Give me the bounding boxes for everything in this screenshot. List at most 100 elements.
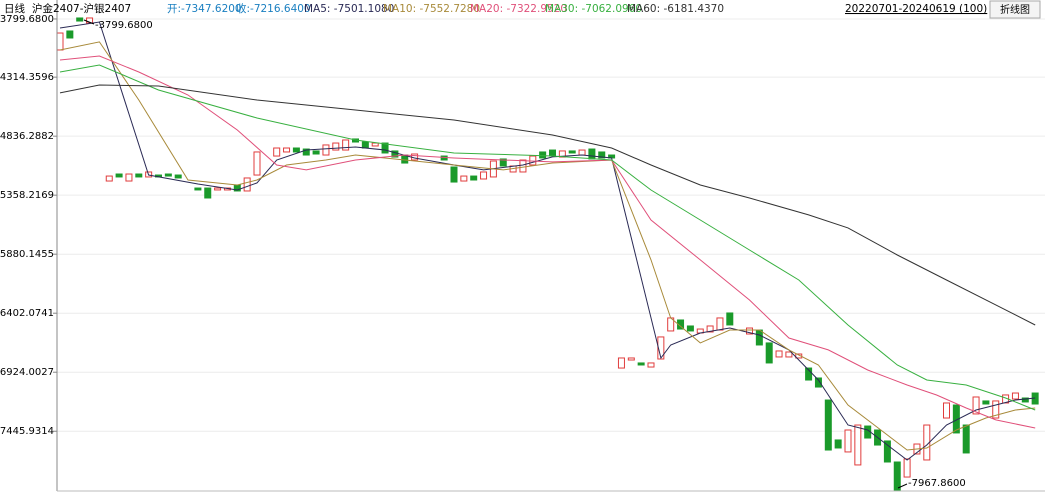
candle-down: [174, 174, 182, 179]
candle-down: [76, 17, 84, 22]
candle-down: [814, 377, 822, 388]
candle-down: [568, 150, 576, 154]
date-range[interactable]: 20220701-20240619 (100): [845, 3, 987, 15]
line-chart-button[interactable]: 折线图: [1000, 3, 1030, 16]
candle-up: [617, 357, 625, 369]
legend-entry: MA10: -7552.7280: [383, 3, 480, 15]
candle-down: [755, 329, 763, 346]
candle-down: [677, 319, 685, 330]
candle-up: [578, 149, 586, 156]
period: 日线: [4, 2, 25, 15]
y-tick-label: -4836.2882: [0, 131, 54, 142]
candle-down: [302, 148, 310, 156]
high-label: -3799.6800: [95, 20, 153, 31]
candle-up: [972, 396, 980, 415]
candle-down: [893, 461, 901, 491]
candle-up: [86, 17, 94, 24]
candle-up: [903, 458, 911, 478]
low-label: -7967.8600: [908, 478, 966, 489]
candle-down: [194, 187, 202, 191]
candle-up: [992, 400, 1000, 419]
candle-up: [943, 402, 950, 419]
close-info: 收:-7216.6400: [236, 2, 311, 15]
candle-down: [962, 424, 970, 454]
candle-up: [214, 187, 222, 191]
candle-up: [253, 151, 261, 176]
candle-down: [686, 325, 694, 332]
candle-down: [1021, 397, 1029, 403]
candle-up: [1011, 392, 1019, 400]
candle-up: [243, 177, 251, 192]
candle-down: [292, 147, 300, 153]
candle-up: [342, 139, 350, 151]
y-tick-label: -5358.2169: [0, 190, 54, 201]
candle-down: [312, 150, 320, 155]
candle-down: [726, 312, 734, 326]
candle-down: [204, 187, 212, 199]
ma-line: [59, 84, 1036, 326]
candle-down: [381, 142, 389, 154]
candle-up: [519, 159, 527, 173]
candle-up: [480, 171, 488, 180]
low-pointer: [897, 483, 908, 489]
ma-line: [59, 21, 1036, 461]
legend-entry: MA20: -7322.9520: [470, 3, 567, 15]
legend-entry: MA60: -6181.4370: [627, 3, 724, 15]
candle-up: [627, 357, 635, 361]
candle-up: [706, 325, 714, 333]
candle-up: [332, 142, 340, 151]
candle-up: [785, 351, 793, 358]
candle-down: [66, 30, 74, 39]
candle-up: [125, 173, 133, 182]
open-info: 开:-7347.6200: [167, 3, 242, 15]
candle-down: [588, 148, 596, 160]
high-pointer: [83, 19, 95, 25]
y-tick-label: -6924.0027: [0, 367, 54, 378]
candle-down: [361, 141, 369, 149]
y-tick-label: -3799.6800: [0, 14, 54, 25]
candle-down: [834, 439, 842, 449]
y-tick-label: -7445.9314: [0, 426, 54, 437]
candle-up: [322, 144, 330, 156]
candle-up: [775, 350, 783, 358]
candle-down: [982, 400, 990, 405]
candle-down: [470, 175, 478, 181]
candle-up: [105, 175, 113, 182]
candle-down: [450, 166, 458, 183]
ma-line: [59, 41, 1036, 451]
candle-up: [854, 424, 862, 466]
candle-up: [371, 142, 379, 147]
ma-line: [59, 55, 1036, 429]
candle-up: [56, 32, 64, 51]
candle-down: [164, 173, 172, 177]
candle-down: [135, 173, 143, 178]
legend-entry: MA30: -7062.0960: [545, 3, 642, 15]
candle-up: [460, 175, 468, 182]
candle-up: [657, 336, 665, 360]
candle-down: [824, 399, 832, 451]
symbol: 沪金2407-沪银2407: [32, 2, 131, 15]
candle-up: [647, 362, 655, 368]
candle-down: [883, 440, 891, 463]
candle-down: [765, 342, 773, 364]
candle-down: [391, 150, 399, 158]
button-frame[interactable]: [989, 0, 1041, 19]
candle-up: [746, 327, 753, 335]
legend-entry: MA5: -7501.1080: [304, 3, 394, 15]
candle-down: [115, 173, 123, 178]
y-tick-label: -6402.0741: [0, 308, 54, 319]
y-tick-label: -5880.1455: [0, 249, 54, 260]
candle-up: [716, 317, 724, 331]
y-tick-label: -4314.3596: [0, 72, 54, 83]
candle-down: [637, 362, 645, 366]
candle-down: [805, 367, 813, 381]
candle-up: [844, 429, 852, 453]
candle-down: [499, 158, 507, 167]
candle-up: [283, 147, 291, 153]
candle-down: [598, 151, 606, 159]
candle-up: [273, 147, 281, 157]
ma-line: [59, 64, 1036, 411]
candle-down: [539, 151, 547, 159]
candle-up: [529, 155, 537, 166]
